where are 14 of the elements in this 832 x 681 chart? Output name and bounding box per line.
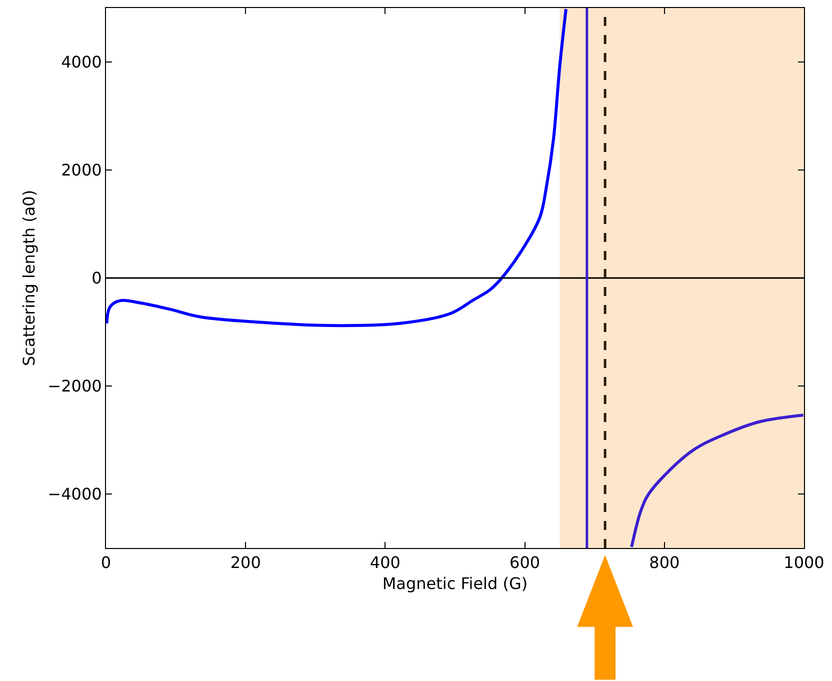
line-series — [630, 414, 804, 548]
y-tick-label: −2000 — [48, 376, 102, 396]
x-axis-title: Magnetic Field (G) — [382, 574, 528, 593]
x-tick-label: 200 — [230, 553, 261, 572]
x-tick-label: 800 — [649, 553, 680, 572]
x-tick-label: 1000 — [784, 553, 824, 572]
y-tick-label: 0 — [92, 268, 102, 288]
y-tick-label: −4000 — [48, 484, 102, 504]
x-tick-label: 600 — [510, 553, 540, 572]
line-series — [106, 8, 568, 328]
y-axis-title: Scattering length (a0) — [20, 190, 39, 366]
y-tick-label: 4000 — [61, 52, 102, 72]
x-tick-label: 400 — [370, 553, 400, 572]
y-tick-label: 2000 — [61, 160, 102, 180]
